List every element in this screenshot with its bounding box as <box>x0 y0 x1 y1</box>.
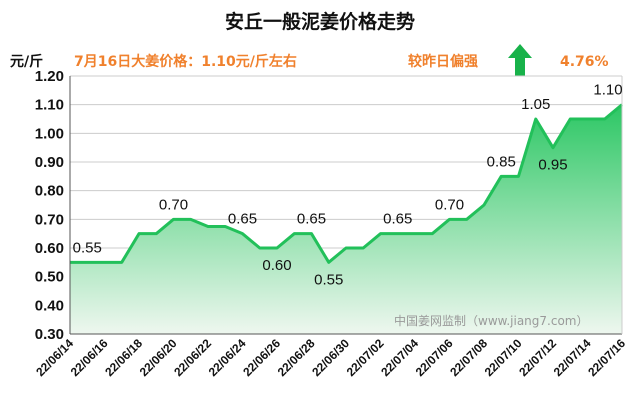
data-label: 0.70 <box>159 196 188 213</box>
trend-text: 较昨日偏强 <box>408 53 478 70</box>
price-area <box>70 103 623 335</box>
data-label: 0.55 <box>73 239 102 256</box>
watermark: 中国姜网监制（www.jiang7.com） <box>394 313 588 328</box>
y-tick-labels: 0.30 0.40 0.50 0.60 0.70 0.80 0.90 1.00 1.10 1.20 <box>35 68 64 343</box>
y-tick-label: 0.60 <box>35 240 64 257</box>
y-axis-unit: 元/斤 <box>10 53 43 70</box>
x-tick-labels: 22/06/1422/06/1622/06/1822/06/2022/06/22… <box>33 336 628 379</box>
y-tick-label: 1.10 <box>35 97 64 114</box>
data-label: 0.85 <box>487 153 516 170</box>
up-arrow-icon <box>508 44 532 76</box>
y-tick-label: 0.90 <box>35 154 64 171</box>
data-label: 0.65 <box>383 211 412 228</box>
y-tick-label: 0.50 <box>35 269 64 286</box>
data-label: 0.65 <box>228 211 257 228</box>
price-note: 7月16日大姜价格：1.10元/斤左右 <box>74 53 297 70</box>
y-tick-label: 0.80 <box>35 183 64 200</box>
price-area-fill <box>70 104 622 335</box>
data-label: 0.60 <box>262 257 291 274</box>
chart-title: 安丘一般泥姜价格走势 <box>225 10 415 33</box>
data-label: 0.65 <box>297 211 326 228</box>
data-label: 0.70 <box>435 196 464 213</box>
y-tick-label: 0.30 <box>35 326 64 343</box>
y-tick-label: 1.20 <box>35 68 64 85</box>
y-tick-label: 0.70 <box>35 211 64 228</box>
data-labels: 0.55 0.70 0.65 0.60 0.65 0.55 0.65 0.70 0.85 1.05… <box>73 82 623 289</box>
x-tick-label: 22/07/16 <box>585 336 628 379</box>
data-label: 0.55 <box>314 271 343 288</box>
price-line <box>70 103 623 264</box>
data-label: 1.10 <box>593 82 622 99</box>
y-tick-label: 1.00 <box>35 125 64 142</box>
change-percent: 4.76% <box>560 54 609 70</box>
y-tick-label: 0.40 <box>35 297 64 314</box>
data-label: 1.05 <box>521 96 550 113</box>
data-label: 0.95 <box>538 157 567 174</box>
axes <box>69 76 623 335</box>
